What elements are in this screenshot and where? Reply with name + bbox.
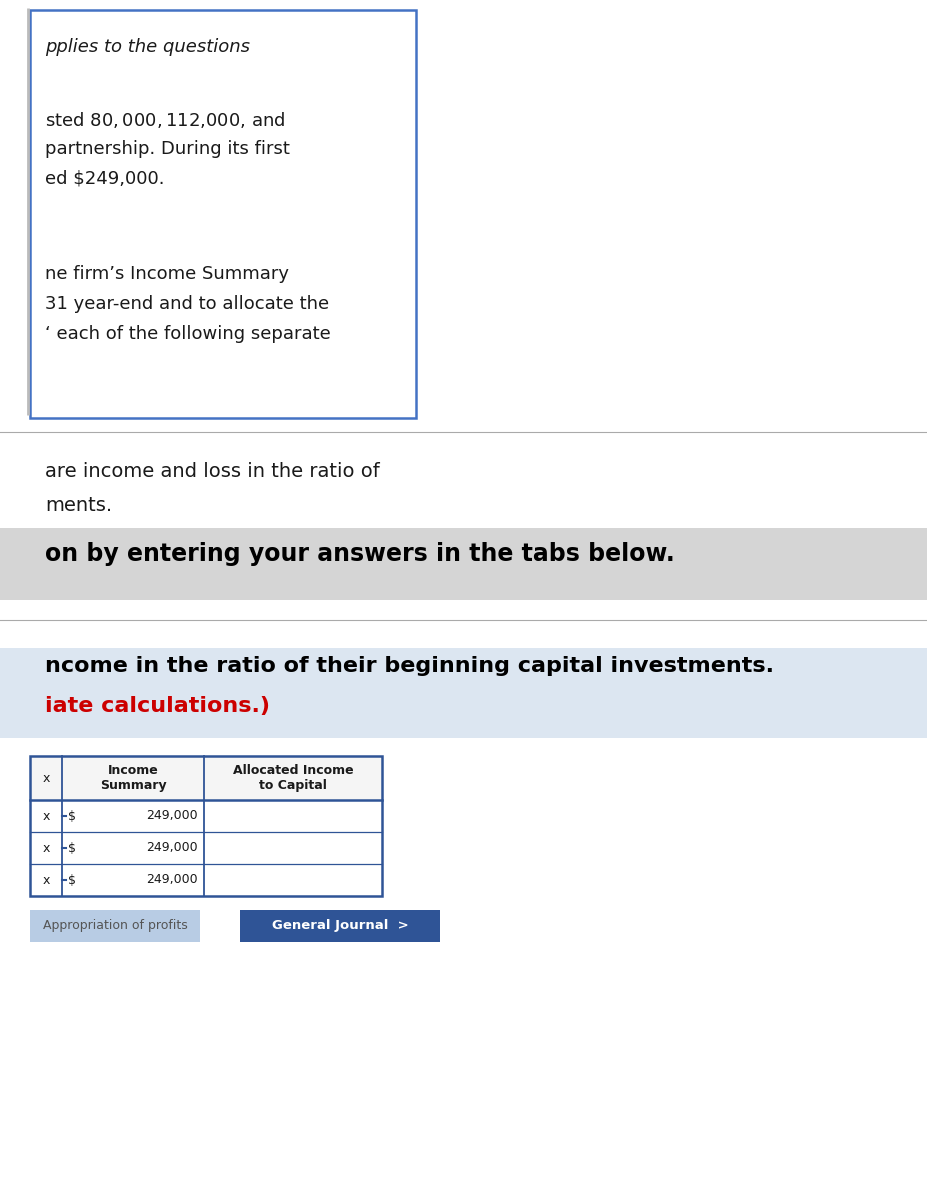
Text: 249,000: 249,000	[146, 841, 198, 854]
Text: $: $	[68, 874, 76, 887]
Text: $: $	[68, 810, 76, 822]
Bar	[30, 10, 416, 418]
Bar	[30, 910, 200, 942]
Text: ‘ each of the following separate: ‘ each of the following separate	[45, 325, 331, 343]
Text: Allocated Income
to Capital: Allocated Income to Capital	[233, 764, 353, 792]
Bar	[30, 756, 382, 800]
Text: pplies to the questions: pplies to the questions	[45, 38, 250, 56]
Bar	[0, 648, 927, 738]
Text: Appropriation of profits: Appropriation of profits	[43, 919, 187, 932]
Text: ncome in the ratio of their beginning capital investments.: ncome in the ratio of their beginning ca…	[45, 656, 774, 676]
Text: x: x	[43, 772, 50, 785]
Bar	[240, 910, 440, 942]
Text: x: x	[43, 841, 50, 854]
Bar	[30, 756, 382, 896]
Text: sted $80,000, $112,000, and: sted $80,000, $112,000, and	[45, 110, 286, 130]
Text: ments.: ments.	[45, 496, 112, 515]
Text: 31 year-end and to allocate the: 31 year-end and to allocate the	[45, 295, 329, 313]
Text: iate calculations.): iate calculations.)	[45, 696, 270, 716]
Text: Income
Summary: Income Summary	[100, 764, 166, 792]
Text: x: x	[43, 874, 50, 887]
Text: $: $	[68, 841, 76, 854]
Bar	[30, 756, 382, 896]
Text: on by entering your answers in the tabs below.: on by entering your answers in the tabs …	[45, 542, 675, 566]
Text: ed $249,000.: ed $249,000.	[45, 170, 164, 188]
Bar	[0, 528, 927, 600]
Text: 249,000: 249,000	[146, 874, 198, 887]
Text: x: x	[43, 810, 50, 822]
Text: General Journal  >: General Journal >	[272, 919, 409, 932]
Text: 249,000: 249,000	[146, 810, 198, 822]
Text: partnership. During its first: partnership. During its first	[45, 140, 290, 158]
Text: ne firm’s Income Summary: ne firm’s Income Summary	[45, 265, 289, 283]
Text: are income and loss in the ratio of: are income and loss in the ratio of	[45, 462, 380, 481]
